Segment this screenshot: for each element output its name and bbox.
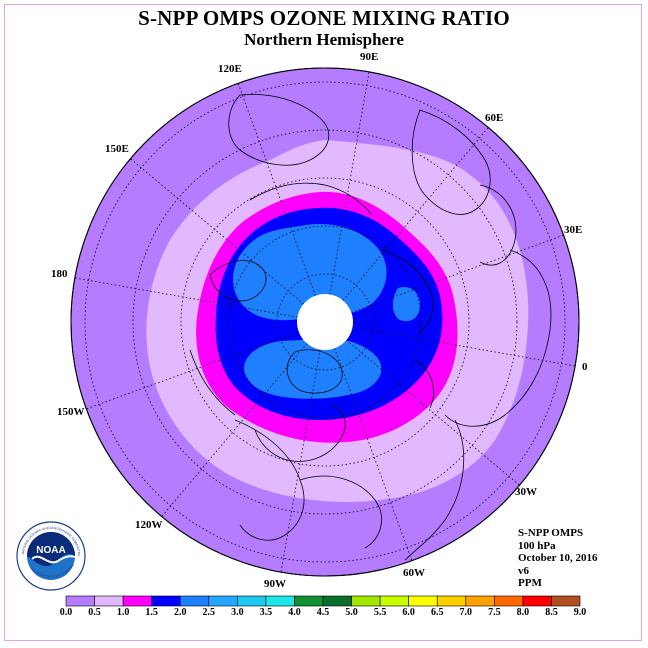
colorbar-tick-label: 7.5 xyxy=(488,607,501,618)
lon-label-60w: 60W xyxy=(403,567,425,579)
lon-label-180: 180 xyxy=(51,268,68,280)
lon-label-120e: 120E xyxy=(218,63,242,75)
coastlines xyxy=(189,94,552,561)
noaa-logo-text: NOAA xyxy=(36,545,65,556)
colorbar-tick-label: 5.0 xyxy=(345,607,358,618)
contour-midblue-spot xyxy=(392,286,420,322)
lon-label-0: 0 xyxy=(582,361,588,373)
colorbar-tick-label: 2.0 xyxy=(173,607,187,618)
colorbar-tick-label: 0.0 xyxy=(59,607,73,618)
colorbar-tick-label: 1.0 xyxy=(116,607,130,618)
meridian-line xyxy=(86,331,299,410)
colorbar-tick-label: 4.5 xyxy=(316,607,330,618)
colorbar-tick-label: 6.5 xyxy=(430,607,444,618)
lon-label-30w: 30W xyxy=(515,486,537,498)
colorbar-tick-label: 4.0 xyxy=(288,607,301,618)
meridian-line xyxy=(74,277,298,318)
info-level: 100 hPa xyxy=(518,539,556,552)
colorbar-tick-label: 8.0 xyxy=(516,607,530,618)
page-subtitle: Northern Hemisphere xyxy=(244,30,404,49)
info-instrument: S-NPP OMPS xyxy=(518,527,584,539)
info-date: October 10, 2016 xyxy=(518,552,598,565)
meridian-line xyxy=(346,339,520,486)
colorbar-labels: 0.0 0.5 1.0 1.5 2.0 2.5 3.0 3.5 4.0 4.5 5.0 5.5 6.0 6… xyxy=(0,607,648,621)
meridian-line xyxy=(352,326,576,367)
info-block: S-NPP OMPS 100 hPa October 10, 2016 v6 P… xyxy=(518,527,598,590)
page-title: S-NPP OMPS OZONE MIXING RATIO xyxy=(138,6,510,30)
lon-label-30e: 30E xyxy=(564,224,582,236)
map-disk-outline xyxy=(70,67,580,577)
colorbar-tick-label: 5.5 xyxy=(373,607,387,618)
colorbar-tick-label: 6.0 xyxy=(402,607,415,618)
colorbar-tick-label: 3.5 xyxy=(259,607,273,618)
lon-label-60e: 60E xyxy=(485,112,503,124)
colorbar-tick-label: 0.5 xyxy=(88,607,101,618)
pole-mask xyxy=(297,294,353,350)
noaa-logo-icon: NOAA NATIONAL OCEANIC AND ATMOSPHERIC AD… xyxy=(16,521,86,591)
graticule xyxy=(74,71,576,573)
meridian-line xyxy=(161,343,308,517)
colorbar-tick-label: 8.5 xyxy=(545,607,558,618)
meridian-line xyxy=(334,348,413,561)
colorbar-tick-label: 3.0 xyxy=(231,607,244,618)
colorbar-tick-label: 9.0 xyxy=(573,607,587,618)
colorbar-tick-label: 1.5 xyxy=(145,607,158,618)
meridian-line xyxy=(351,234,564,313)
meridian-line xyxy=(280,349,321,573)
lon-label-150w: 150W xyxy=(57,406,85,418)
contour-midblue-top xyxy=(232,224,387,321)
lon-label-120w: 120W xyxy=(135,519,163,531)
meridian-line xyxy=(130,158,304,305)
info-units: PPM xyxy=(518,577,542,590)
plot-frame xyxy=(4,4,642,641)
lon-label-90e: 90E xyxy=(360,51,378,63)
colorbar-tick-label: 2.5 xyxy=(202,607,216,618)
info-version: v6 xyxy=(518,564,529,577)
meridian-line xyxy=(342,127,489,301)
lon-label-90w: 90W xyxy=(264,578,286,590)
meridian-line xyxy=(237,83,316,296)
lon-label-150e: 150E xyxy=(105,143,129,155)
colorbar-tick-label: 7.0 xyxy=(459,607,473,618)
meridian-line xyxy=(329,71,370,295)
